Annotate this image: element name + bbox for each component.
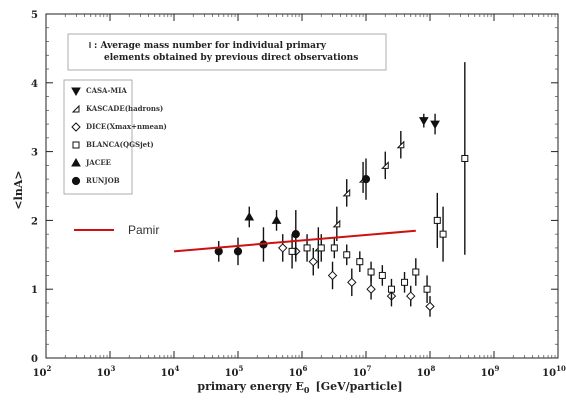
data-point (396, 140, 405, 149)
data-point (271, 215, 282, 224)
legend-marker-casa-mia (71, 87, 81, 97)
x-tick-label: 109 (481, 364, 500, 379)
y-tick-label: 2 (31, 216, 38, 227)
data-point (461, 154, 469, 162)
y-axis-label: <lnA> (12, 170, 25, 209)
x-tick-label: 107 (353, 364, 372, 379)
legend-marker-kascade-hadrons (71, 104, 80, 113)
data-point (361, 175, 371, 184)
pamir-legend: Pamir (74, 223, 159, 237)
legend: CASA-MIA KASCADE(hadrons) DICE(Xmax+nmean)… (63, 79, 167, 195)
data-point (214, 247, 223, 256)
data-point (381, 161, 389, 169)
x-axis-ticks (45, 14, 559, 358)
note-line-1: : Average mass number for individual pri… (94, 41, 327, 51)
data-point (342, 188, 351, 197)
x-axis-label: primary energy E0 [GeV/particle] (197, 380, 402, 395)
legend-marker-jacee (71, 157, 81, 167)
data-point (327, 270, 338, 281)
note-box: : Average mass number for individual pri… (67, 33, 387, 71)
x-tick-label: 102 (33, 364, 52, 379)
data-point (423, 285, 431, 293)
data-point (291, 230, 300, 239)
pamir-line (173, 229, 416, 253)
x-tick-label: 1010 (542, 364, 566, 379)
x-tick-label: 106 (289, 364, 308, 379)
legend-label-kascade-hadrons: KASCADE(hadrons) (86, 104, 163, 113)
data-point (418, 117, 429, 126)
legend-label-jacee: JACEE (85, 158, 111, 167)
y-tick-label: 3 (31, 148, 38, 159)
data-point (317, 244, 325, 252)
pamir-legend-label: Pamir (128, 223, 159, 237)
data-point (356, 258, 364, 266)
y-tick-label: 1 (31, 285, 38, 296)
data-point (387, 285, 395, 293)
legend-label-blanca-qgsjet: BLANCA(QGSjet) (86, 140, 154, 149)
series-pamir (173, 229, 416, 253)
x-axis-label-unit: [GeV/particle] (316, 380, 403, 393)
series-casa-mia (418, 113, 440, 135)
x-tick-label: 108 (417, 364, 436, 379)
legend-label-runjob: RUNJOB (86, 176, 120, 185)
data-point (244, 211, 255, 221)
data-point (378, 271, 386, 279)
x-tick-label: 103 (97, 364, 116, 379)
y-tick-label: 4 (31, 79, 38, 90)
y-axis-ticks (46, 13, 558, 359)
data-point (401, 278, 409, 286)
data-point (406, 291, 416, 301)
series-jacee (244, 206, 282, 231)
legend-marker-runjob (71, 176, 81, 186)
data-point (366, 284, 376, 294)
legend-box (63, 79, 133, 195)
data-point (343, 251, 351, 259)
data-point (278, 243, 288, 253)
data-point (347, 277, 357, 288)
data-point (412, 268, 420, 276)
data-point (433, 216, 441, 224)
data-point (332, 219, 341, 228)
data-point (425, 301, 435, 312)
data-point (303, 244, 311, 252)
note-line-2: elements obtained by previous direct obs… (104, 53, 358, 63)
data-point (308, 256, 318, 267)
series-blanca-qgsjet (288, 62, 469, 303)
y-tick-label: 0 (31, 354, 38, 365)
data-point (330, 244, 338, 252)
x-tick-label: 105 (225, 364, 244, 379)
x-tick-label: 104 (161, 364, 180, 379)
y-tick-label: 5 (31, 10, 38, 21)
data-point (439, 230, 447, 238)
series-runjob (214, 158, 371, 266)
legend-marker-dice-xmax-nmean (71, 122, 81, 132)
data-layer (173, 62, 469, 317)
data-point (233, 247, 243, 256)
legend-marker-blanca-qgsjet (72, 141, 80, 149)
legend-label-dice-xmax-nmean: DICE(Xmax+nmean) (86, 122, 167, 131)
x-axis-tick-labels: 102 103 104 105 106 107 108 109 1010 (33, 364, 566, 379)
y-axis-tick-labels: 0 1 2 3 4 5 (31, 10, 38, 365)
x-axis-label-subscript: 0 (304, 385, 310, 395)
data-point (367, 268, 375, 276)
data-point (288, 247, 296, 255)
legend-label-casa-mia: CASA-MIA (86, 86, 127, 95)
data-point (430, 120, 440, 130)
